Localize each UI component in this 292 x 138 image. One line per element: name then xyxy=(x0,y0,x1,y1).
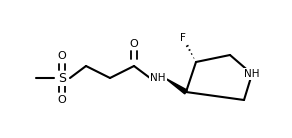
Text: O: O xyxy=(58,51,66,61)
Text: S: S xyxy=(58,71,66,84)
Text: NH: NH xyxy=(244,69,260,79)
Text: O: O xyxy=(58,95,66,105)
Text: O: O xyxy=(130,39,138,49)
Text: NH: NH xyxy=(150,73,166,83)
Text: F: F xyxy=(180,33,186,43)
Polygon shape xyxy=(165,78,187,94)
